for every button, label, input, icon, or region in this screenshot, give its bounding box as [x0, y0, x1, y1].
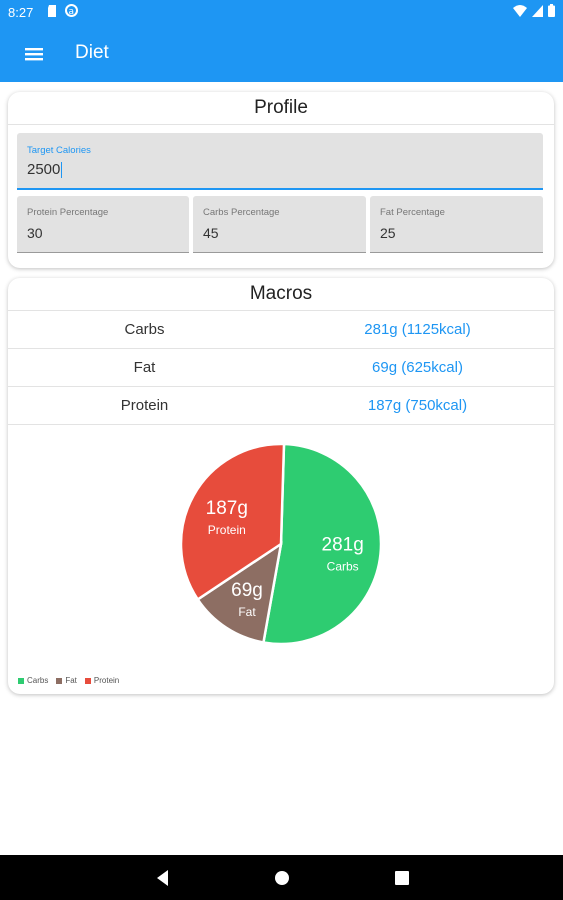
carbs-percentage-value[interactable]: 45	[203, 225, 219, 241]
status-bar: 8:27 a	[0, 0, 563, 25]
legend-item-fat: Fat	[56, 676, 77, 685]
fat-percentage-field[interactable]: Fat Percentage 25	[370, 196, 543, 253]
signal-icon	[532, 4, 543, 20]
legend-item-carbs: Carbs	[18, 676, 48, 685]
pie-slice-protein	[179, 442, 286, 602]
macro-value: 281g (1125kcal)	[281, 311, 554, 349]
pie-category-label: Protein	[208, 523, 246, 537]
recents-icon[interactable]	[390, 867, 414, 889]
macro-value: 187g (750kcal)	[281, 386, 554, 425]
macros-card: Macros Carbs 281g (1125kcal) Fat 69g (62…	[8, 278, 554, 694]
wifi-icon	[513, 4, 527, 20]
pie-category-label: Fat	[238, 605, 256, 619]
macros-table: Carbs 281g (1125kcal) Fat 69g (625kcal) …	[8, 311, 554, 425]
macro-name: Fat	[8, 348, 281, 387]
fat-percentage-label: Fat Percentage	[380, 207, 445, 218]
table-row: Carbs 281g (1125kcal)	[8, 311, 554, 349]
profile-card: Profile Target Calories 2500 Protein Per…	[8, 92, 554, 268]
macros-pie-chart: 281g Carbs 69g Fat 187g Protein	[8, 418, 554, 694]
target-calories-label: Target Calories	[27, 145, 91, 156]
carbs-percentage-field[interactable]: Carbs Percentage 45	[193, 196, 366, 253]
sd-card-icon	[47, 4, 57, 20]
pie-category-label: Carbs	[327, 559, 359, 573]
protein-percentage-field[interactable]: Protein Percentage 30	[17, 196, 189, 253]
macro-name: Carbs	[8, 311, 281, 349]
macro-value: 69g (625kcal)	[281, 348, 554, 387]
legend-label: Carbs	[27, 676, 49, 685]
pie-slice-fat	[196, 541, 283, 644]
target-calories-value[interactable]: 2500	[27, 161, 61, 178]
app-bar: Diet	[0, 25, 563, 82]
system-nav-bar	[0, 855, 563, 900]
chart-legend: Carbs Fat Protein	[18, 676, 119, 685]
legend-label: Fat	[65, 676, 77, 685]
pie-value-label: 281g	[322, 534, 364, 555]
sync-icon: a	[65, 4, 78, 20]
protein-percentage-label: Protein Percentage	[27, 207, 109, 218]
macros-title: Macros	[8, 278, 554, 311]
legend-item-protein: Protein	[84, 676, 120, 685]
profile-title: Profile	[8, 92, 554, 125]
svg-text:a: a	[69, 7, 75, 17]
pie-value-label: 69g	[231, 580, 263, 601]
table-row: Fat 69g (625kcal)	[8, 348, 554, 387]
home-icon[interactable]	[270, 867, 294, 889]
pie-slice-carbs	[262, 442, 383, 646]
pie-value-label: 187g	[206, 498, 248, 519]
app-title: Diet	[75, 42, 109, 63]
fat-percentage-value[interactable]: 25	[380, 225, 396, 241]
menu-button[interactable]	[18, 38, 50, 70]
status-time: 8:27	[8, 5, 34, 20]
legend-swatch-carbs	[18, 677, 24, 684]
target-calories-field[interactable]: Target Calories 2500	[17, 133, 543, 190]
pie-chart-svg: 281g Carbs 69g Fat 187g Protein	[179, 442, 383, 646]
text-cursor	[61, 162, 63, 179]
menu-icon[interactable]	[18, 48, 50, 74]
legend-swatch-protein	[84, 677, 91, 684]
legend-label: Protein	[93, 676, 120, 685]
table-row: Protein 187g (750kcal)	[8, 386, 554, 425]
carbs-percentage-label: Carbs Percentage	[203, 207, 280, 218]
protein-percentage-value[interactable]: 30	[27, 225, 43, 241]
legend-swatch-fat	[56, 677, 63, 684]
macro-name: Protein	[8, 386, 281, 425]
back-icon[interactable]	[151, 867, 175, 889]
battery-icon	[548, 4, 555, 20]
target-calories-value-wrap[interactable]: 2500	[27, 161, 63, 179]
